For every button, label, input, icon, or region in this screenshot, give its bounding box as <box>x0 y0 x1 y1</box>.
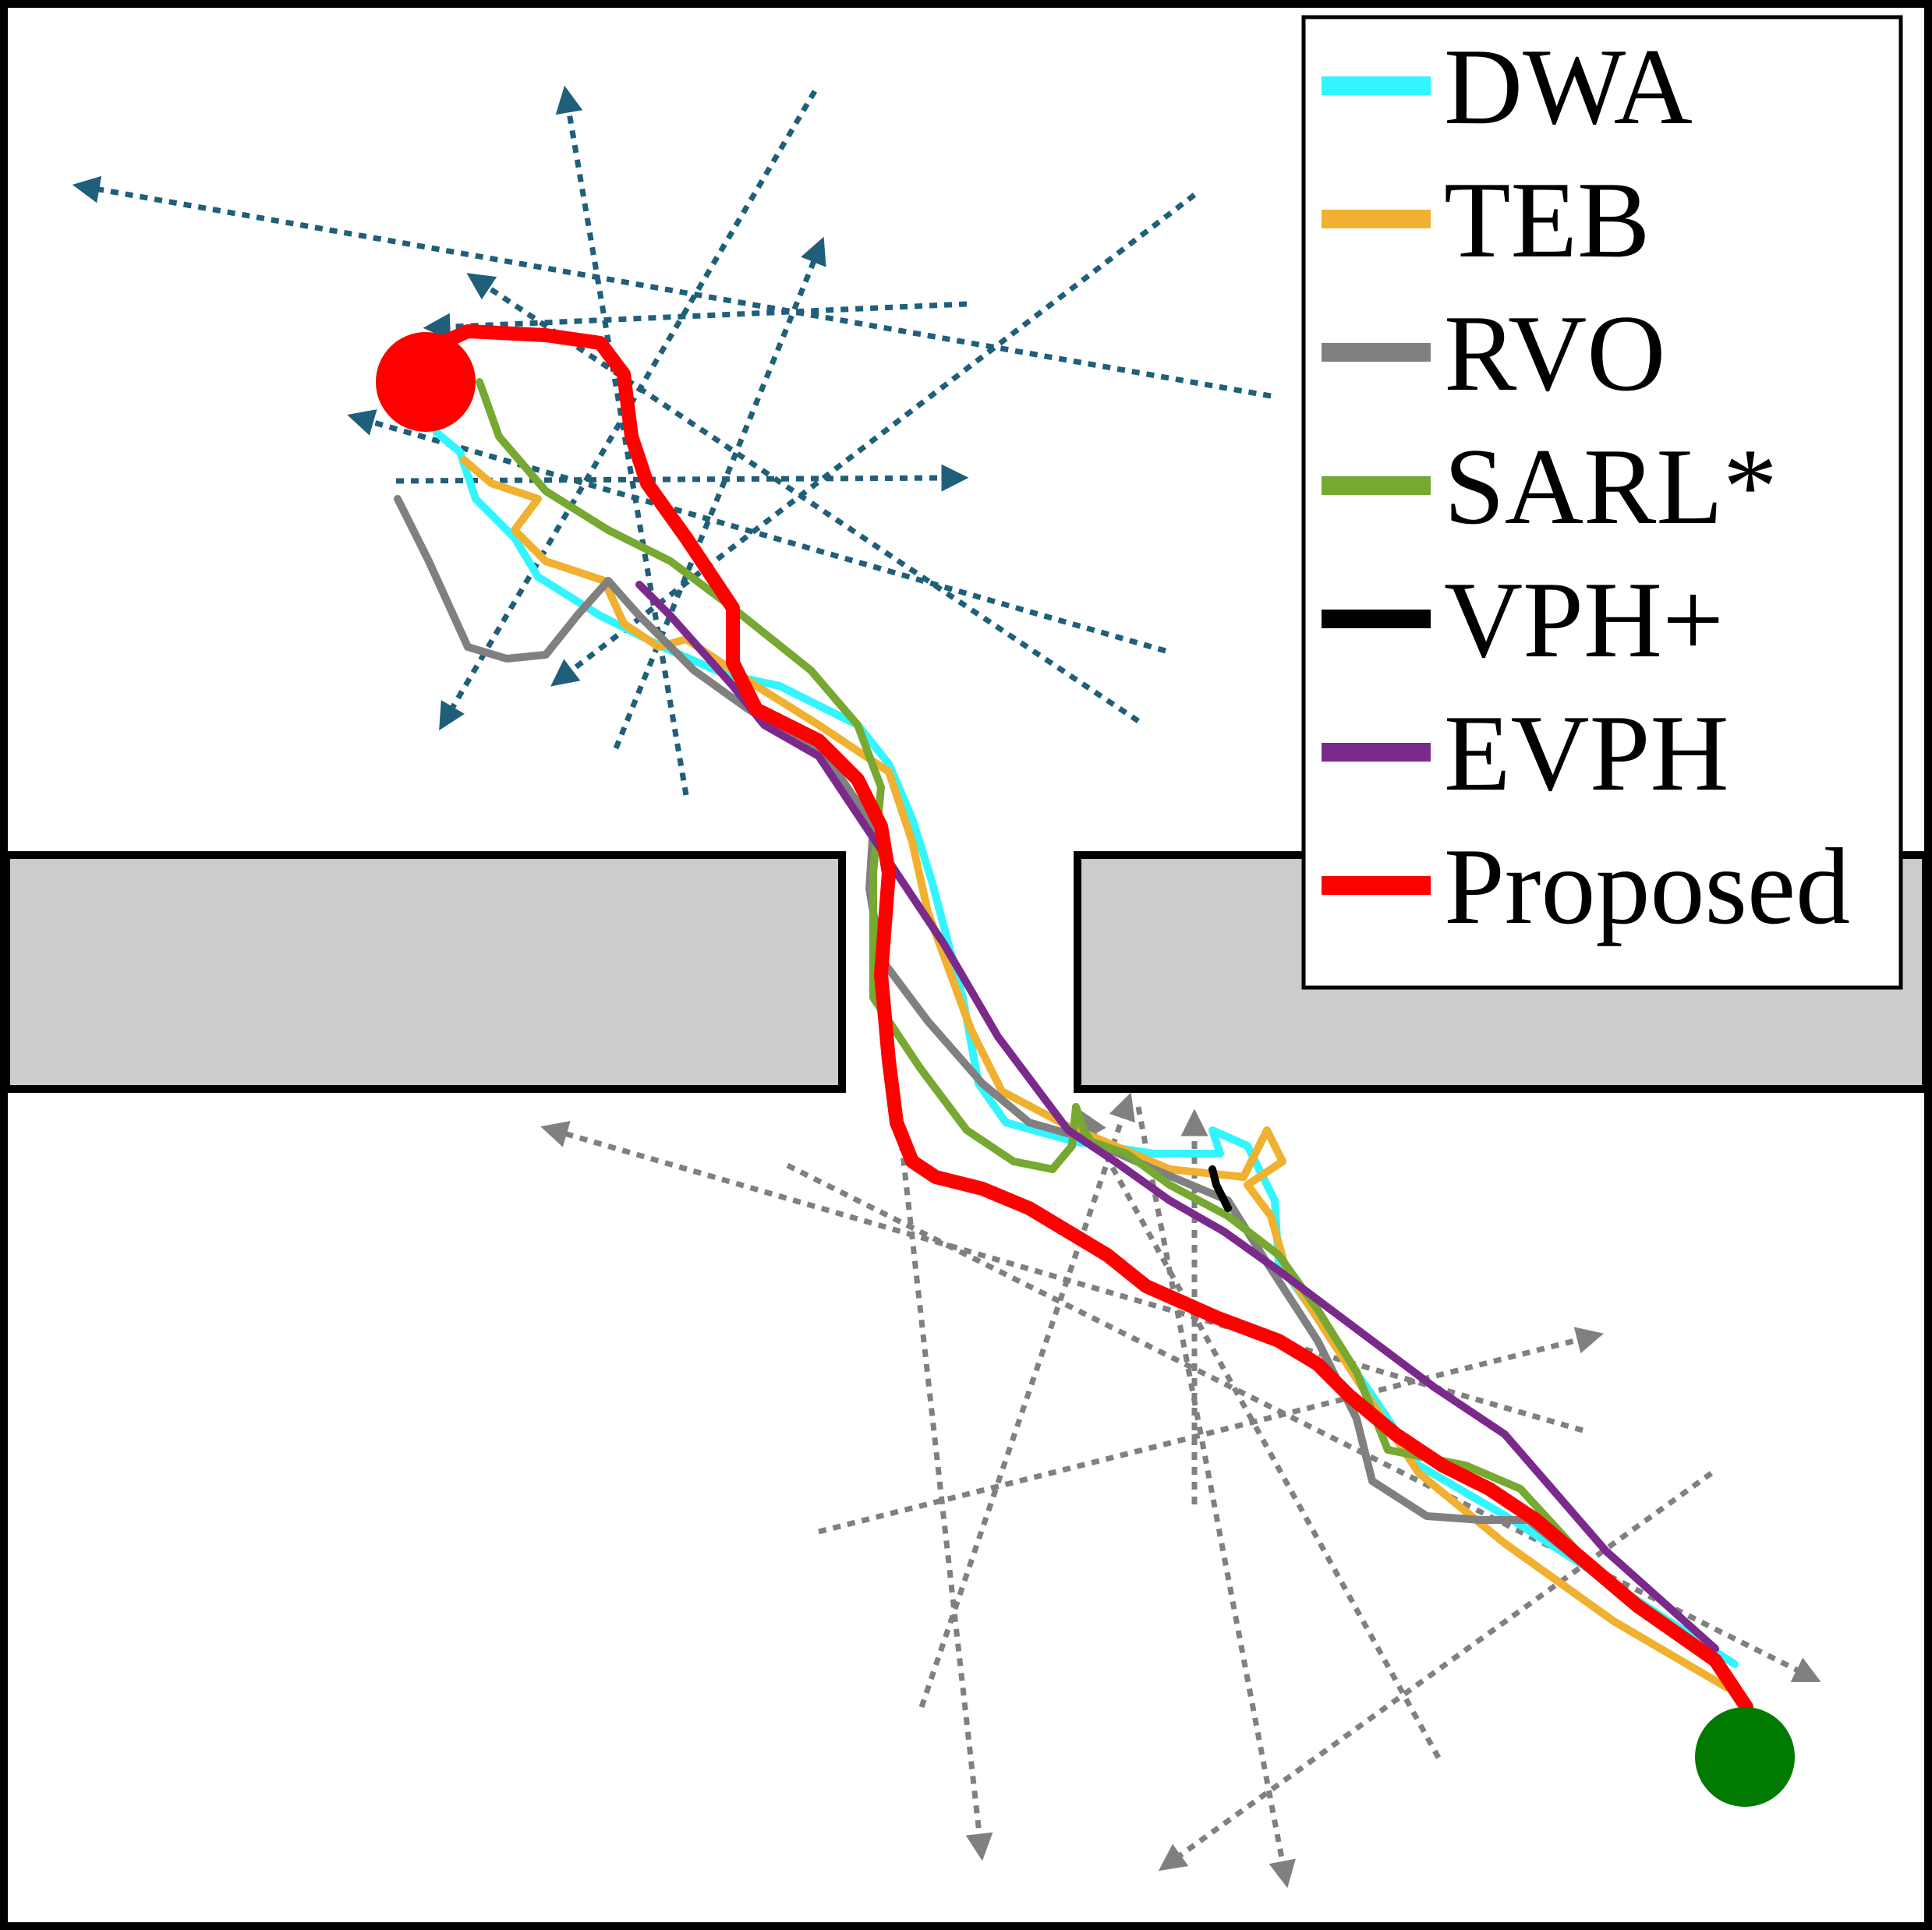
trajectory-rvo <box>394 495 1719 1664</box>
trajectories <box>394 324 1753 1714</box>
pedestrian-arrow <box>439 90 818 731</box>
start-marker <box>1695 1707 1795 1807</box>
pedestrian-arrow <box>1158 1471 1714 1872</box>
wall-left <box>2 851 846 1093</box>
pedestrian-arrow <box>1081 1110 1442 1759</box>
legend-label: TEB <box>1444 160 1650 281</box>
pedestrian-arrow <box>1135 1106 1296 1889</box>
goal-marker <box>376 332 476 432</box>
legend-label: EVPH <box>1444 693 1729 814</box>
legend-box <box>1301 15 1903 990</box>
legend-label: RVO <box>1444 293 1665 414</box>
legend-label: DWA <box>1444 27 1693 147</box>
legend-label: VPH+ <box>1444 560 1724 680</box>
pedestrian-arrow <box>918 1092 1135 1709</box>
legend-label: Proposed <box>1444 826 1850 947</box>
pedestrian-arrow <box>347 409 1166 654</box>
pedestrian-arrow <box>786 1162 1821 1682</box>
pedestrian-arrow <box>893 1098 993 1861</box>
trajectory-proposed <box>418 324 1753 1714</box>
trajectory-vph-plus <box>1208 1165 1232 1212</box>
legend-label: SARL* <box>1444 426 1778 547</box>
pedestrian-arrow <box>613 236 826 750</box>
lower-pedestrian-arrows <box>540 1092 1821 1889</box>
